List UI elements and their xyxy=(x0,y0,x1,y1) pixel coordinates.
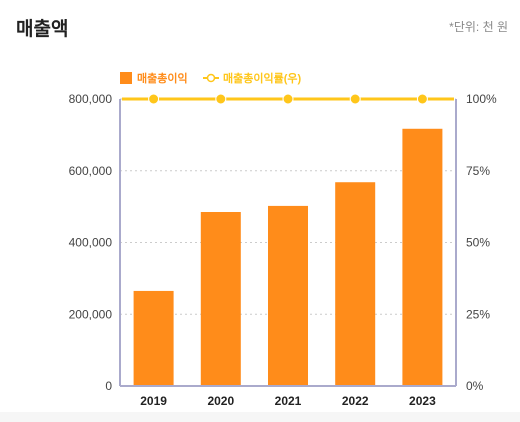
bar xyxy=(402,128,443,386)
x-tick-label: 2020 xyxy=(207,394,234,408)
y-left-tick-label: 600,000 xyxy=(69,164,113,178)
line-point xyxy=(215,93,227,105)
line-point xyxy=(416,93,428,105)
unit-note: *단위: 천 원 xyxy=(449,20,508,34)
y-right-tick-label: 100% xyxy=(466,92,497,106)
axis-layer xyxy=(119,99,457,387)
y-left-tick-label: 0 xyxy=(105,379,112,393)
bottom-strip xyxy=(0,412,520,422)
legend-line-marker xyxy=(206,73,216,83)
y-right-tick-label: 25% xyxy=(466,307,490,321)
chart-title: 매출액 xyxy=(16,19,69,40)
legend-layer: 매출총이익 매출총이익률(우) xyxy=(120,71,302,85)
y-right-tick-label: 50% xyxy=(466,236,490,250)
y-right-tick-label: 0% xyxy=(466,379,484,393)
bar-layer xyxy=(133,128,443,386)
revenue-chart: 0 0% 200,000 25% 400,000 50% 600,000 75% 800,000… xyxy=(69,71,497,408)
bar xyxy=(268,205,308,386)
legend-line-label: 매출총이익률(우) xyxy=(223,71,302,85)
y-left-tick-label: 400,000 xyxy=(69,236,113,250)
line-layer xyxy=(122,93,454,105)
bar xyxy=(133,290,174,386)
x-tick-label: 2019 xyxy=(140,394,167,408)
x-tick-label: 2023 xyxy=(409,394,436,408)
line-point xyxy=(282,93,294,105)
bar xyxy=(200,212,241,386)
y-right-tick-label: 75% xyxy=(466,164,490,178)
line-point xyxy=(349,93,361,105)
bar xyxy=(335,182,376,386)
legend-bar-label: 매출총이익 xyxy=(137,71,188,85)
y-left-tick-label: 200,000 xyxy=(69,307,113,321)
y-left-tick-label: 800,000 xyxy=(69,92,113,106)
line-point xyxy=(148,93,160,105)
legend-bar-swatch xyxy=(120,72,132,84)
x-tick-label: 2021 xyxy=(275,394,302,408)
label-layer: 0 0% 200,000 25% 400,000 50% 600,000 75% 800,000… xyxy=(69,92,497,408)
x-tick-label: 2022 xyxy=(342,394,369,408)
